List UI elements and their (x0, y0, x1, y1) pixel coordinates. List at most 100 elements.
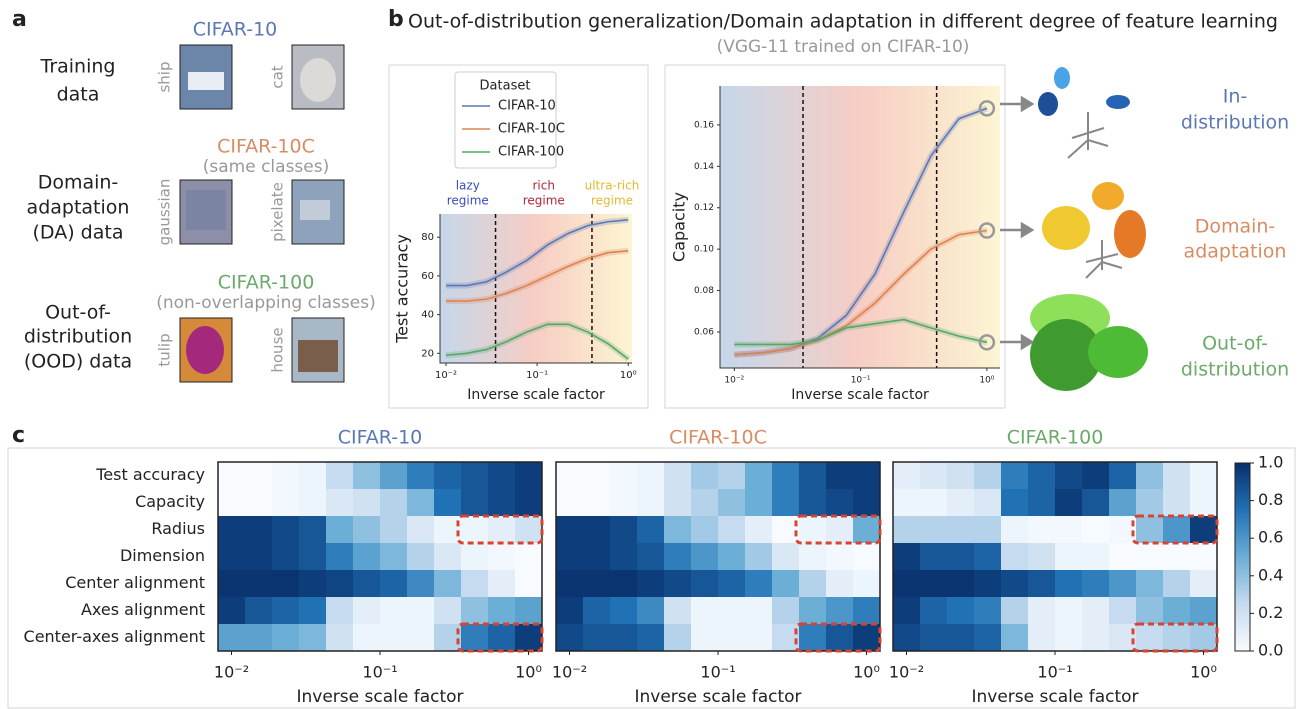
heatmap-cell (1028, 597, 1056, 625)
heatmap-cell (488, 489, 516, 517)
heatmap-cell (947, 597, 975, 625)
colorbar-tick-label: 0.4 (1258, 565, 1283, 584)
heatmap-cell (772, 489, 800, 517)
data-role-label: distribution (24, 326, 132, 348)
heatmap-cell (1028, 624, 1056, 652)
y-tick-label: 0.16 (694, 120, 714, 130)
heatmap-cell (1163, 516, 1191, 544)
x-tick-label: 10⁻² (552, 663, 587, 682)
heatmap-cell (1109, 543, 1137, 571)
heatmap-cell (772, 570, 800, 598)
heatmap-cell (1028, 462, 1056, 490)
heatmap-cell (718, 597, 746, 625)
highlight-box (456, 622, 544, 653)
heatmap-cell (461, 543, 489, 571)
heatmap-cell (893, 489, 921, 517)
heatmap-cell (461, 489, 489, 517)
heatmap-cell (515, 624, 543, 652)
heatmap-cell (826, 462, 854, 490)
heatmap-cell (299, 570, 327, 598)
heatmap-cell (407, 489, 435, 517)
heatmap-cell (799, 516, 827, 544)
heatmap-cell (434, 597, 462, 625)
heatmap-cell (353, 543, 381, 571)
heatmap-cell (920, 462, 948, 490)
heatmap-cell (718, 543, 746, 571)
y-tick-label: 40 (421, 310, 434, 321)
heatmap-cell (407, 570, 435, 598)
legend-title: Dataset (480, 79, 531, 94)
heatmap-title: CIFAR-10 (338, 427, 423, 449)
data-role-label: Out-of- (45, 302, 111, 324)
heatmap-cell (826, 570, 854, 598)
heatmap-cell (893, 597, 921, 625)
heatmap-cell (974, 462, 1002, 490)
x-axis-label: Inverse scale factor (467, 387, 605, 403)
heatmap-cell (610, 570, 638, 598)
legend-box (454, 71, 557, 169)
x-tick-label: 10⁰ (979, 376, 994, 386)
sample-images (179, 44, 345, 383)
x-tick-label: 10⁻¹ (526, 370, 548, 381)
heatmap-cell (853, 624, 881, 652)
heatmap-cell (1136, 624, 1164, 652)
heatmap-cell (353, 597, 381, 625)
heatmap-cell (637, 597, 665, 625)
heatmap-cell (461, 624, 489, 652)
heatmap-cell (218, 489, 246, 517)
heatmap-cell (610, 624, 638, 652)
heatmap-cell (974, 543, 1002, 571)
row-label: Capacity (135, 492, 205, 511)
heatmap-cell (326, 570, 354, 598)
heatmap-cell (1136, 570, 1164, 598)
heatmap-cell (434, 489, 462, 517)
heatmap-cell (826, 624, 854, 652)
series-line (445, 323, 629, 360)
data-role-label: data (57, 84, 100, 106)
y-axis-label: Capacity (670, 192, 689, 262)
heatmap-cell (1163, 543, 1191, 571)
heatmap-cell (1190, 624, 1218, 652)
heatmap-cell (1136, 516, 1164, 544)
heatmap-cell (610, 597, 638, 625)
heatmap-cell (299, 516, 327, 544)
heatmap-cell (1190, 489, 1218, 517)
outcome-label: distribution (1181, 359, 1289, 381)
heatmap-cell (664, 570, 692, 598)
heatmap-cell (488, 624, 516, 652)
heatmap-cell (380, 570, 408, 598)
x-tick-label: 10⁰ (1190, 663, 1217, 682)
panel-label: c (12, 423, 25, 448)
x-tick-label: 10⁰ (515, 663, 542, 682)
heatmap-cell (1055, 489, 1083, 517)
outcome-label: distribution (1181, 112, 1289, 134)
heatmap-cell (1109, 462, 1137, 490)
heatmap-cell (745, 597, 773, 625)
heatmap-cell (745, 624, 773, 652)
heatmap-cell (920, 597, 948, 625)
heatmap-cell (664, 489, 692, 517)
heatmap-cell (610, 489, 638, 517)
heatmap-cell (407, 462, 435, 490)
heatmap-cell (1190, 516, 1218, 544)
heatmap-cell (488, 543, 516, 571)
regime-label: regime (447, 194, 489, 208)
y-tick-label: 60 (421, 271, 434, 282)
series-line (734, 318, 988, 346)
heatmap-cell (353, 516, 381, 544)
heatmap-cell (583, 570, 611, 598)
heatmap-cell (461, 462, 489, 490)
heatmap-cell (947, 543, 975, 571)
highlight-box (794, 622, 882, 653)
heatmap-cell (1001, 624, 1029, 652)
heatmap-cell (515, 516, 543, 544)
pointer-arrows (996, 95, 1035, 351)
representation-icons (1030, 67, 1148, 391)
heatmap-cell (218, 462, 246, 490)
x-tick-label: 10⁻² (214, 663, 249, 682)
x-tick-label: 10⁻¹ (700, 663, 735, 682)
heatmap-cell (556, 597, 584, 625)
end-marker (978, 100, 996, 117)
heatmap-cell (637, 462, 665, 490)
row-label: Test accuracy (95, 465, 205, 484)
